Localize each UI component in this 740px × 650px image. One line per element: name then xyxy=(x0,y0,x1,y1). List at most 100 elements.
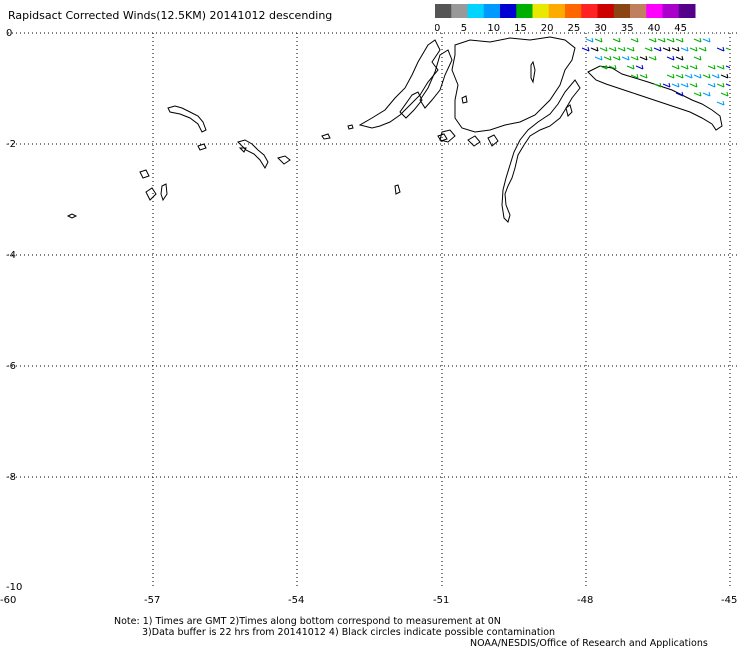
wind-barb xyxy=(713,33,715,34)
xtick-60: -60 xyxy=(0,595,16,606)
colorbar-swatch xyxy=(565,4,582,18)
wind-barb xyxy=(716,46,725,52)
islet-4 xyxy=(238,147,247,153)
islet-12 xyxy=(394,184,401,195)
wind-barb xyxy=(675,55,684,61)
wind-barb xyxy=(626,46,635,52)
credit-line: NOAA/NESDIS/Office of Research and Appli… xyxy=(470,638,708,649)
wind-barb xyxy=(680,82,689,88)
coast-estuary-2 xyxy=(419,49,453,109)
wind-barb xyxy=(666,55,675,61)
islet-1 xyxy=(167,105,207,133)
xtick-51: -51 xyxy=(433,595,449,606)
wind-barb xyxy=(662,46,671,52)
colorbar-label: 45 xyxy=(674,23,687,34)
colorbar-label: 25 xyxy=(568,23,581,34)
wind-barb xyxy=(707,82,716,88)
wind-barb xyxy=(693,73,702,79)
colorbar-swatch xyxy=(548,4,566,18)
wind-barb xyxy=(639,55,648,61)
coast-bay-islets xyxy=(467,134,499,147)
wind-barb xyxy=(729,75,730,76)
coast-para-shore xyxy=(501,79,581,223)
coast-tocantins xyxy=(439,129,456,143)
colorbar-swatch xyxy=(613,4,631,18)
wind-barb xyxy=(626,64,635,70)
wind-barb xyxy=(675,91,684,97)
wind-barb xyxy=(608,46,617,52)
wind-barb xyxy=(689,64,698,70)
wind-barb xyxy=(648,55,657,61)
wind-barb xyxy=(630,73,639,79)
wind-barb xyxy=(632,33,634,34)
islet-11 xyxy=(347,124,354,130)
colorbar-label: 10 xyxy=(487,23,500,34)
wind-barb xyxy=(648,37,657,43)
colorbar-swatch xyxy=(646,4,663,18)
wind-barb xyxy=(603,55,612,61)
gridlines xyxy=(8,32,740,588)
coastline xyxy=(66,36,723,223)
wind-barb xyxy=(671,46,680,52)
colorbar-label: 0 xyxy=(435,23,440,34)
islet-7 xyxy=(145,187,157,201)
coast-marajo-lake xyxy=(530,60,536,84)
wind-barb xyxy=(585,37,594,43)
wind-barb xyxy=(662,82,671,88)
wind-barb xyxy=(725,65,730,69)
ytick-0: 0 xyxy=(6,28,12,39)
wind-barb xyxy=(702,37,711,43)
colorbar-swatch xyxy=(467,4,485,18)
wind-barb xyxy=(716,100,725,106)
colorbar-swatch xyxy=(630,4,647,18)
coast-amapa xyxy=(587,65,723,131)
wind-barb xyxy=(630,37,639,43)
wind-barb xyxy=(686,33,688,34)
wind-barb xyxy=(612,55,621,61)
colorbar-swatch xyxy=(662,4,680,18)
wind-barb xyxy=(677,33,679,34)
colorbar-label: 15 xyxy=(514,23,527,34)
wind-barb xyxy=(693,55,702,61)
wind-barb xyxy=(666,37,675,43)
wind-barb xyxy=(630,55,639,61)
islet-15 xyxy=(565,104,573,117)
wind-barb xyxy=(716,82,725,88)
wind-barb xyxy=(641,33,643,34)
wind-barb xyxy=(590,46,599,52)
wind-barb xyxy=(612,37,621,43)
islet-10 xyxy=(321,133,331,140)
wind-barb xyxy=(735,101,740,105)
wind-barb xyxy=(614,33,616,34)
wind-barb xyxy=(735,65,740,69)
colorbar-label: 30 xyxy=(594,23,607,34)
wind-barb xyxy=(675,73,684,79)
wind-barb xyxy=(671,64,680,70)
wind-barb xyxy=(689,82,698,88)
colorbar-swatch xyxy=(597,4,615,18)
colorbar-swatch xyxy=(532,4,550,18)
wind-barb xyxy=(581,46,590,52)
colorbar-swatch xyxy=(451,4,468,18)
wind-barb xyxy=(594,37,603,43)
islet-13 xyxy=(437,133,448,142)
islet-8 xyxy=(160,183,168,202)
ytick-8: -8 xyxy=(6,472,16,483)
wind-barb xyxy=(653,46,662,52)
wind-barb xyxy=(720,91,729,97)
wind-barb xyxy=(599,46,608,52)
wind-barb xyxy=(608,64,617,70)
xtick-45: -45 xyxy=(721,595,737,606)
ytick-10: -10 xyxy=(6,582,22,593)
wind-barb xyxy=(729,39,730,40)
wind-barb xyxy=(729,57,730,58)
wind-barb xyxy=(650,33,652,34)
wind-barb xyxy=(702,73,711,79)
wind-barb xyxy=(599,64,608,70)
islet-3 xyxy=(237,139,269,170)
wind-barb xyxy=(693,37,702,43)
xtick-48: -48 xyxy=(577,595,593,606)
wind-barb xyxy=(594,55,603,61)
wind-barb xyxy=(725,47,730,51)
